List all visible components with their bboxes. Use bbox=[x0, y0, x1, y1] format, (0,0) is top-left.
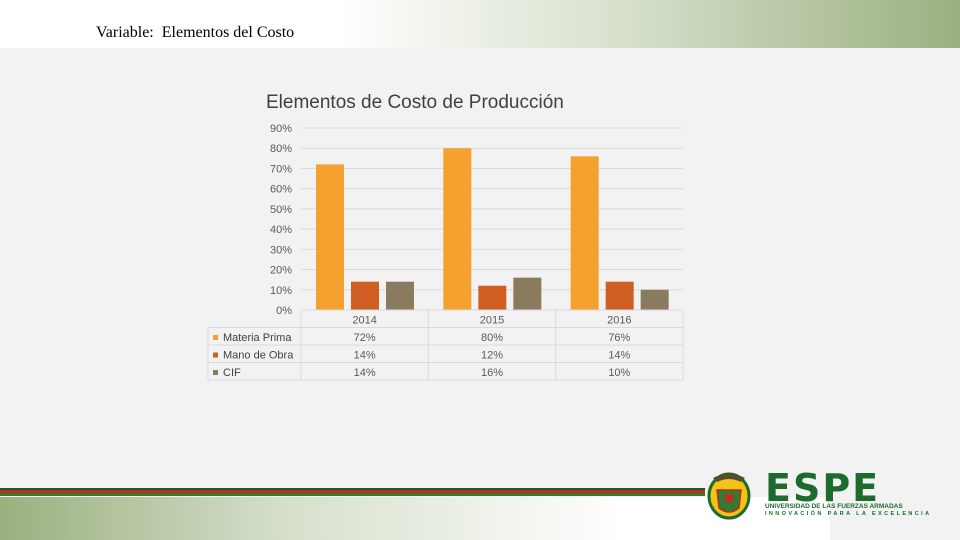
x-category-label: 2016 bbox=[607, 315, 631, 327]
bar-materia-prima bbox=[570, 156, 599, 310]
data-label: 76% bbox=[608, 332, 630, 344]
y-tick-label: 60% bbox=[270, 184, 292, 196]
data-label: 14% bbox=[354, 350, 376, 362]
y-tick-label: 40% bbox=[270, 224, 292, 236]
y-tick-label: 70% bbox=[270, 163, 292, 175]
y-tick-label: 50% bbox=[270, 204, 292, 216]
data-label: 10% bbox=[608, 367, 630, 379]
data-label: 14% bbox=[354, 367, 376, 379]
bar-mano-de-obra bbox=[351, 281, 379, 310]
chart-title: Elementos de Costo de Producción bbox=[266, 92, 564, 113]
bottom-bar bbox=[0, 497, 830, 540]
university-seal-icon bbox=[707, 472, 751, 520]
bar-mano-de-obra bbox=[605, 281, 634, 310]
legend-label: Materia Prima bbox=[223, 332, 292, 344]
y-tick-label: 90% bbox=[270, 123, 292, 135]
data-label: 14% bbox=[608, 350, 630, 362]
x-category-label: 2014 bbox=[352, 315, 376, 327]
data-label: 72% bbox=[354, 332, 376, 344]
x-category-label: 2015 bbox=[480, 315, 504, 327]
data-label: 80% bbox=[481, 332, 503, 344]
bar-materia-prima bbox=[443, 148, 472, 310]
slide-title: Variable: Elementos del Costo bbox=[96, 24, 295, 41]
legend-key bbox=[213, 370, 218, 375]
footer-stripes bbox=[0, 488, 705, 496]
logo-wordmark: ESPE bbox=[765, 466, 881, 510]
header-bar bbox=[0, 0, 960, 48]
logo-tagline: INNOVACIÓN PARA LA EXCELENCIA bbox=[765, 511, 932, 517]
bar-cif bbox=[513, 277, 542, 310]
legend-label: CIF bbox=[223, 367, 241, 379]
data-label: 16% bbox=[481, 367, 503, 379]
y-tick-label: 0% bbox=[276, 305, 292, 317]
legend-label: Mano de Obra bbox=[223, 350, 294, 362]
legend-key bbox=[213, 335, 218, 340]
bar-mano-de-obra bbox=[478, 285, 507, 310]
y-tick-label: 30% bbox=[270, 244, 292, 256]
espe-logo: ESPE UNIVERSIDAD DE LAS FUERZAS ARMADAS … bbox=[703, 466, 943, 522]
bar-cif bbox=[640, 289, 669, 310]
data-label: 12% bbox=[481, 350, 503, 362]
logo-subtitle: UNIVERSIDAD DE LAS FUERZAS ARMADAS bbox=[765, 503, 903, 510]
y-tick-label: 20% bbox=[270, 265, 292, 277]
bar-cif bbox=[386, 281, 414, 310]
y-tick-label: 10% bbox=[270, 285, 292, 297]
y-tick-label: 80% bbox=[270, 143, 292, 155]
bar-materia-prima bbox=[316, 164, 344, 310]
legend-key bbox=[213, 352, 218, 358]
